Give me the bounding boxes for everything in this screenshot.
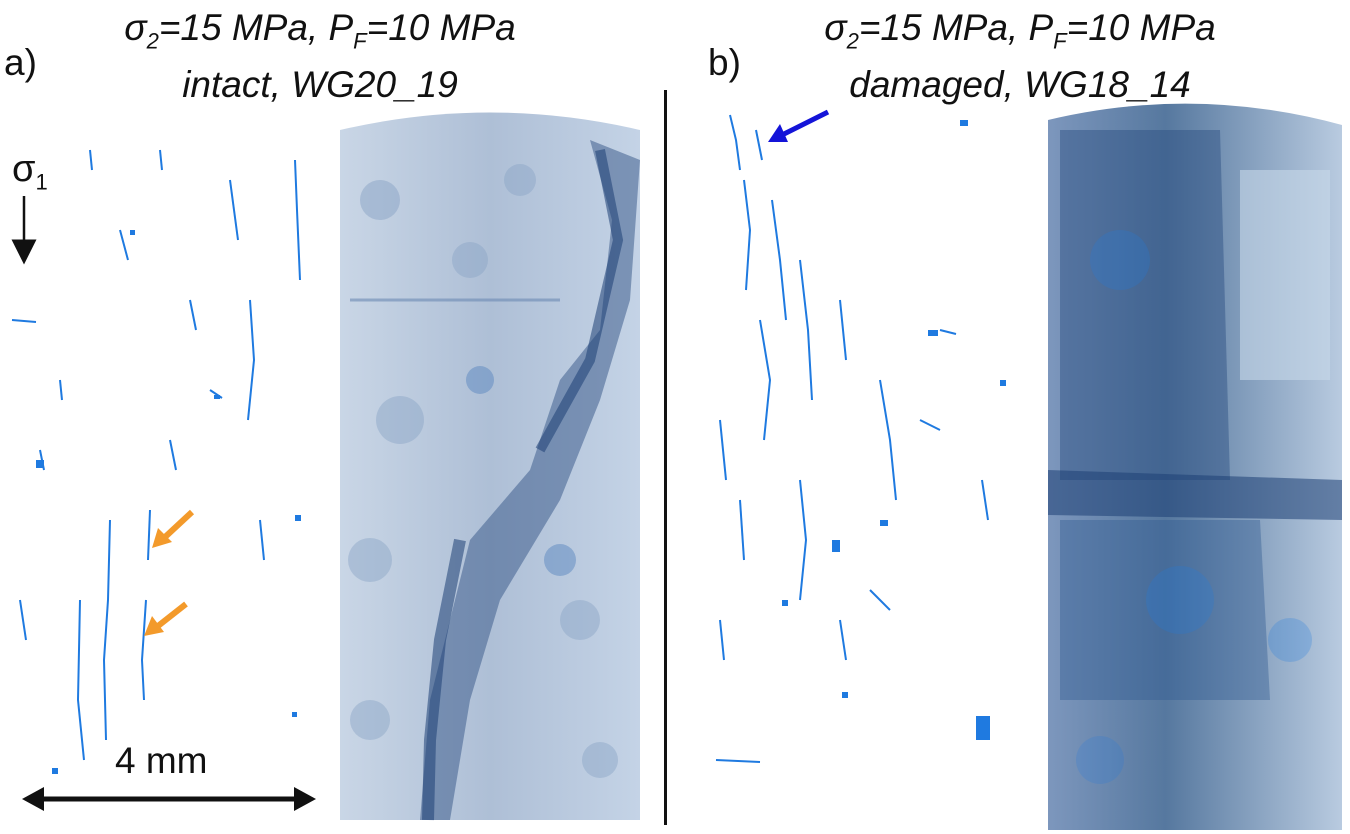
scale-bar [22,787,316,811]
orange-arrow-lower [144,601,188,636]
scale-bar-label: 4 mm [115,740,208,781]
panel-b-crack-map [715,114,989,763]
panel-divider [664,90,667,825]
panel-a-title-line2: intact, WG20_19 [182,64,458,106]
panel-a-title: σ2=15 MPa, PF=10 MPa intact, WG20_19 [60,6,580,107]
panel-b-title-line1: σ2=15 MPa, PF=10 MPa [824,7,1216,54]
sigma1-label: σ1 [12,148,48,195]
orange-arrow-upper [152,509,195,548]
panel-b-title-line2: damaged, WG18_14 [849,64,1191,106]
panel-b-volume-render [1048,103,1342,830]
panel-b-crack-dots [782,120,1006,740]
panel-b-label: b) [708,42,741,83]
panel-a-label: a) [4,42,37,83]
panel-b-title: σ2=15 MPa, PF=10 MPa damaged, WG18_14 [760,6,1280,107]
panel-a-title-line1: σ2=15 MPa, PF=10 MPa [124,7,516,54]
panel-a-volume-render [340,112,640,821]
panel-a-crack-dots [36,230,301,774]
panel-a-crack-map [11,149,301,761]
blue-arrow [768,109,830,142]
